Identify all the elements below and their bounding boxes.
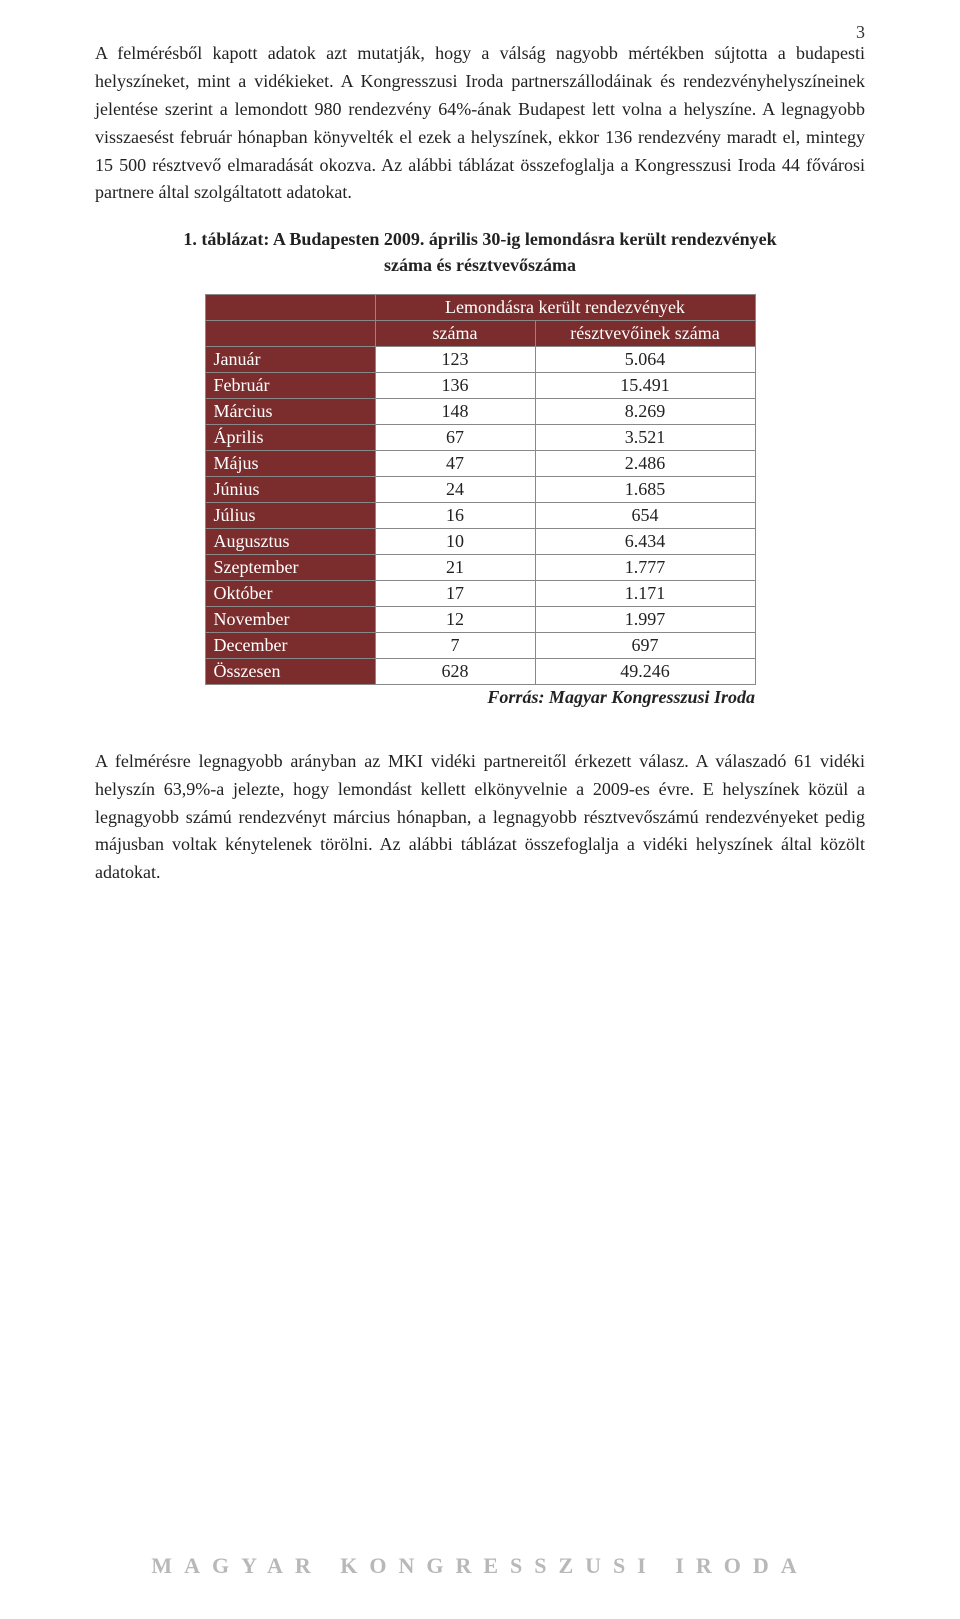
row-label: Szeptember <box>205 554 375 580</box>
row-count: 12 <box>375 606 535 632</box>
table-row: Április673.521 <box>205 424 755 450</box>
table-row: Július16654 <box>205 502 755 528</box>
table-row: Szeptember211.777 <box>205 554 755 580</box>
table-row: December7697 <box>205 632 755 658</box>
table-row: Március1488.269 <box>205 398 755 424</box>
row-participants: 49.246 <box>535 658 755 684</box>
row-participants: 2.486 <box>535 450 755 476</box>
table-caption: 1. táblázat: A Budapesten 2009. április … <box>95 227 865 277</box>
row-count: 136 <box>375 372 535 398</box>
row-participants: 1.685 <box>535 476 755 502</box>
row-count: 16 <box>375 502 535 528</box>
page-number: 3 <box>856 22 865 43</box>
row-count: 148 <box>375 398 535 424</box>
row-count: 7 <box>375 632 535 658</box>
row-participants: 5.064 <box>535 346 755 372</box>
table-row: Augusztus106.434 <box>205 528 755 554</box>
row-count: 47 <box>375 450 535 476</box>
row-count: 123 <box>375 346 535 372</box>
table-row: Február13615.491 <box>205 372 755 398</box>
row-participants: 3.521 <box>535 424 755 450</box>
caption-line-1: 1. táblázat: A Budapesten 2009. április … <box>183 229 776 249</box>
table-header-top: Lemondásra került rendezvények <box>375 294 755 320</box>
row-participants: 1.171 <box>535 580 755 606</box>
row-label: Július <box>205 502 375 528</box>
row-participants: 1.777 <box>535 554 755 580</box>
row-label: Május <box>205 450 375 476</box>
table-row: Január1235.064 <box>205 346 755 372</box>
row-count: 17 <box>375 580 535 606</box>
caption-line-2: száma és résztvevőszáma <box>384 255 576 275</box>
row-label: Január <box>205 346 375 372</box>
paragraph-2: A felmérésre legnagyobb arányban az MKI … <box>95 748 865 887</box>
table-row: Május472.486 <box>205 450 755 476</box>
row-label: Április <box>205 424 375 450</box>
row-count: 10 <box>375 528 535 554</box>
row-label: Augusztus <box>205 528 375 554</box>
row-participants: 6.434 <box>535 528 755 554</box>
row-label: Összesen <box>205 658 375 684</box>
row-label: Október <box>205 580 375 606</box>
table-corner-cell <box>205 294 375 320</box>
footer-text: MAGYAR KONGRESSZUSI IRODA <box>0 1553 960 1579</box>
row-participants: 15.491 <box>535 372 755 398</box>
row-participants: 654 <box>535 502 755 528</box>
row-label: December <box>205 632 375 658</box>
table-row: Összesen62849.246 <box>205 658 755 684</box>
row-label: Június <box>205 476 375 502</box>
row-participants: 1.997 <box>535 606 755 632</box>
table-header-empty <box>205 320 375 346</box>
row-label: Március <box>205 398 375 424</box>
table-row: November121.997 <box>205 606 755 632</box>
paragraph-1: A felmérésből kapott adatok azt mutatják… <box>95 40 865 207</box>
row-label: Február <box>205 372 375 398</box>
table-header-participants: résztvevőinek száma <box>535 320 755 346</box>
table-source: Forrás: Magyar Kongresszusi Iroda <box>205 687 755 708</box>
row-label: November <box>205 606 375 632</box>
row-count: 67 <box>375 424 535 450</box>
table-row: Október171.171 <box>205 580 755 606</box>
data-table: Lemondásra került rendezvények száma rés… <box>205 294 756 685</box>
row-count: 628 <box>375 658 535 684</box>
row-count: 24 <box>375 476 535 502</box>
table-row: Június241.685 <box>205 476 755 502</box>
table-header-count: száma <box>375 320 535 346</box>
row-participants: 697 <box>535 632 755 658</box>
row-count: 21 <box>375 554 535 580</box>
row-participants: 8.269 <box>535 398 755 424</box>
